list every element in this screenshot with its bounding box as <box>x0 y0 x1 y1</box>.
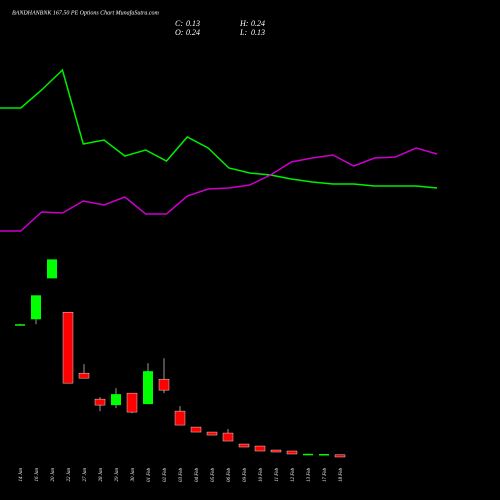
candle-body <box>270 449 282 453</box>
candle-body <box>286 450 298 455</box>
x-tick-label: 06 Feb <box>227 468 232 483</box>
candle-body <box>62 312 74 384</box>
stat-value: 0.13 <box>251 28 265 37</box>
x-tick-label: 20 Jan <box>51 468 56 482</box>
candle-body <box>190 426 202 433</box>
stat-label: C: <box>175 19 183 28</box>
x-tick-label: 14 Jan <box>19 468 24 482</box>
candle-body <box>206 431 218 436</box>
line-series <box>0 68 438 189</box>
x-tick-label: 22 Jan <box>67 468 72 482</box>
x-tick-label: 18 Feb <box>339 468 344 483</box>
x-tick-label: 11 Feb <box>275 468 280 482</box>
candle-body <box>319 454 329 456</box>
x-tick-label: 12 Feb <box>291 468 296 483</box>
candle-body <box>334 454 346 458</box>
x-tick-label: 30 Jan <box>131 468 136 482</box>
candle-body <box>15 324 25 326</box>
x-tick-label: 02 Feb <box>163 468 168 483</box>
candle-body <box>111 394 121 406</box>
x-tick-label: 01 Feb <box>147 468 152 483</box>
x-tick-label: 03 Feb <box>179 468 184 483</box>
x-tick-label: 09 Feb <box>243 468 248 483</box>
x-tick-label: 29 Jan <box>115 468 120 482</box>
stat-label: O: <box>175 28 184 37</box>
candle-body <box>238 443 250 448</box>
candle-body <box>158 378 170 391</box>
chart-title: BANDHANBNK 167.50 PE Options Chart Munaf… <box>12 9 160 16</box>
candle-body <box>303 453 313 456</box>
x-tick-label: 10 Feb <box>259 468 264 483</box>
stat-value: 0.24 <box>186 28 200 37</box>
x-tick-label: 27 Jan <box>83 468 88 482</box>
stat-label: H: <box>239 19 249 28</box>
stat-value: 0.13 <box>186 19 200 28</box>
candle-body <box>143 371 153 405</box>
candle-body <box>254 445 266 452</box>
candle-body <box>47 259 57 279</box>
x-tick-label: 28 Jan <box>99 468 104 482</box>
candle-body <box>126 392 138 413</box>
candle-body <box>78 372 90 379</box>
stat-value: 0.24 <box>251 19 265 28</box>
x-tick-label: 05 Feb <box>211 468 216 483</box>
x-tick-label: 04 Feb <box>195 468 200 483</box>
x-tick-label: 16 Jan <box>35 468 40 482</box>
x-tick-label: 13 Feb <box>307 468 312 483</box>
stat-label: L: <box>239 28 247 37</box>
candle-body <box>174 410 186 426</box>
candle-body <box>222 432 234 442</box>
line-series <box>0 147 438 232</box>
x-tick-label: 17 Feb <box>323 468 328 483</box>
candle-body <box>94 398 106 406</box>
candle-body <box>31 295 41 320</box>
